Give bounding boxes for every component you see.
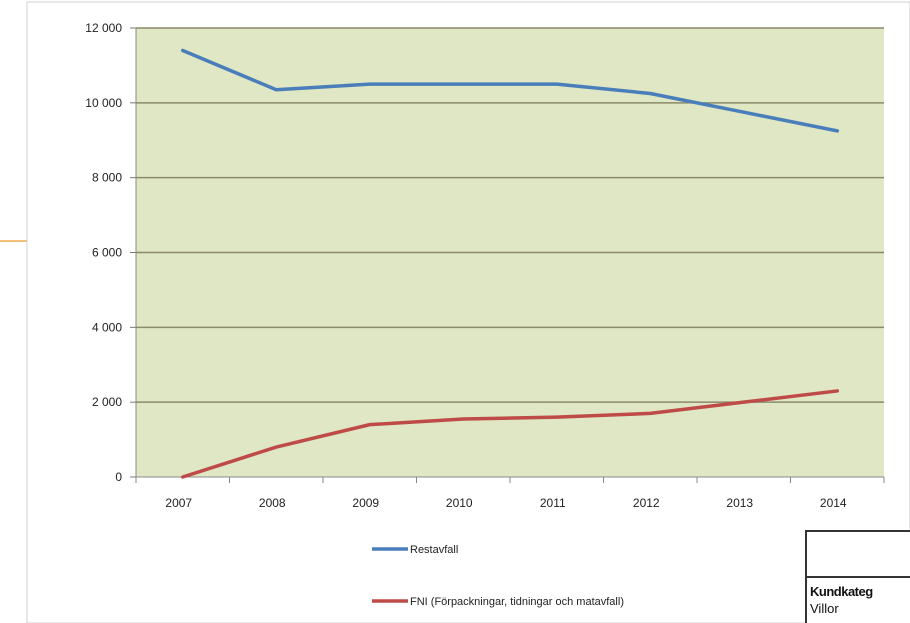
- x-tick-label: 2012: [633, 496, 660, 510]
- y-tick-label: 6 000: [92, 246, 122, 260]
- x-tick-label: 2014: [820, 496, 847, 510]
- x-tick-label: 2010: [446, 496, 473, 510]
- x-tick-label: 2008: [259, 496, 286, 510]
- x-tick-label: 2013: [726, 496, 753, 510]
- y-tick-label: 4 000: [92, 320, 122, 334]
- series-line-1: [181, 48, 839, 133]
- plot-layer: 0 2 000 4 000 6 000 8 000 10 000 12 000 2007 200…: [85, 21, 885, 510]
- x-tick-label: 2009: [352, 496, 379, 510]
- x-tick-label: 2011: [540, 496, 566, 510]
- series-line-2: [181, 389, 839, 479]
- side-table-header: [807, 532, 910, 578]
- decorative-line: [0, 240, 38, 242]
- side-table-row-category: Kundkateg: [810, 584, 873, 599]
- legend-label-1: Restavfall: [410, 544, 458, 556]
- y-tick-label: 2 000: [92, 395, 122, 409]
- y-tick-label: 0: [115, 470, 122, 484]
- side-table-row-villor: Villor: [810, 601, 839, 616]
- y-tick-label: 10 000: [85, 96, 122, 110]
- side-table: Kundkateg Villor: [805, 530, 910, 623]
- x-tick-label: 2007: [165, 496, 192, 510]
- y-tick-label: 8 000: [92, 171, 122, 185]
- legend: Restavfall FNI (Förpackningar, tidningar …: [372, 544, 624, 608]
- legend-label-2: FNI (Förpackningar, tidningar och matavf…: [410, 596, 624, 608]
- y-tick-label: 12 000: [85, 21, 122, 35]
